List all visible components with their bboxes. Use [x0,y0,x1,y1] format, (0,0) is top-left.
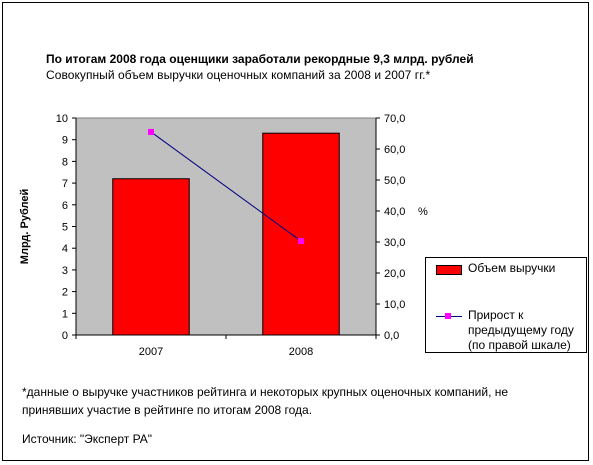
y-tick-label-left: 5 [62,222,68,234]
x-tick-label: 2007 [139,346,163,358]
chart-title: По итогам 2008 года оценщики заработали … [46,52,474,66]
y-axis-title-right: % [418,206,428,218]
bar-2008 [262,132,340,336]
y-tick-label-right: 50,0 [384,175,405,187]
y-tick-label-left: 2 [62,287,68,299]
x-tick-label: 2008 [289,346,313,358]
footnote-line-2: принявших участие в рейтинге по итогам 2… [22,403,313,417]
y-tick-label-right: 30,0 [384,237,405,249]
y-tick-label-left: 8 [62,156,68,168]
legend-marker-swatch [445,313,451,319]
y-tick-label-left: 10 [56,113,68,125]
y-tick-label-left: 4 [62,243,68,255]
y-tick-label-right: 0,0 [384,330,399,342]
legend-bar-swatch [436,265,462,275]
y-tick-label-right: 20,0 [384,268,405,280]
legend-label-growth: Прирост к предыдущему году (по правой шк… [468,308,574,352]
bar-2007 [112,178,190,336]
y-axis-title-left: Млрд. Рублей [19,189,31,264]
y-tick-label-left: 7 [62,178,68,190]
y-tick-label-left: 3 [62,265,68,277]
y-tick-label-left: 6 [62,200,68,212]
growth-point-2007 [148,128,154,135]
y-tick-label-left: 1 [62,308,68,320]
y-tick-label-right: 70,0 [384,113,405,125]
source-note: Источник: "Эксперт РА" [22,432,153,446]
chart-subtitle: Совокупный объем выручки оценочных компа… [46,68,431,82]
growth-line [150,131,302,242]
y-tick-label-left: 9 [62,135,68,147]
growth-point-2008 [298,238,304,245]
footnote-line-1: *данные о выручке участников рейтинга и … [22,385,509,399]
y-tick-label-left: 0 [62,330,68,342]
y-tick-label-right: 40,0 [384,206,405,218]
legend-label-revenue: Объем выручки [468,261,556,275]
chart-legend: Объем выручки Прирост к предыдущему году… [425,257,587,353]
y-tick-label-right: 10,0 [384,299,405,311]
y-tick-label-right: 60,0 [384,144,405,156]
